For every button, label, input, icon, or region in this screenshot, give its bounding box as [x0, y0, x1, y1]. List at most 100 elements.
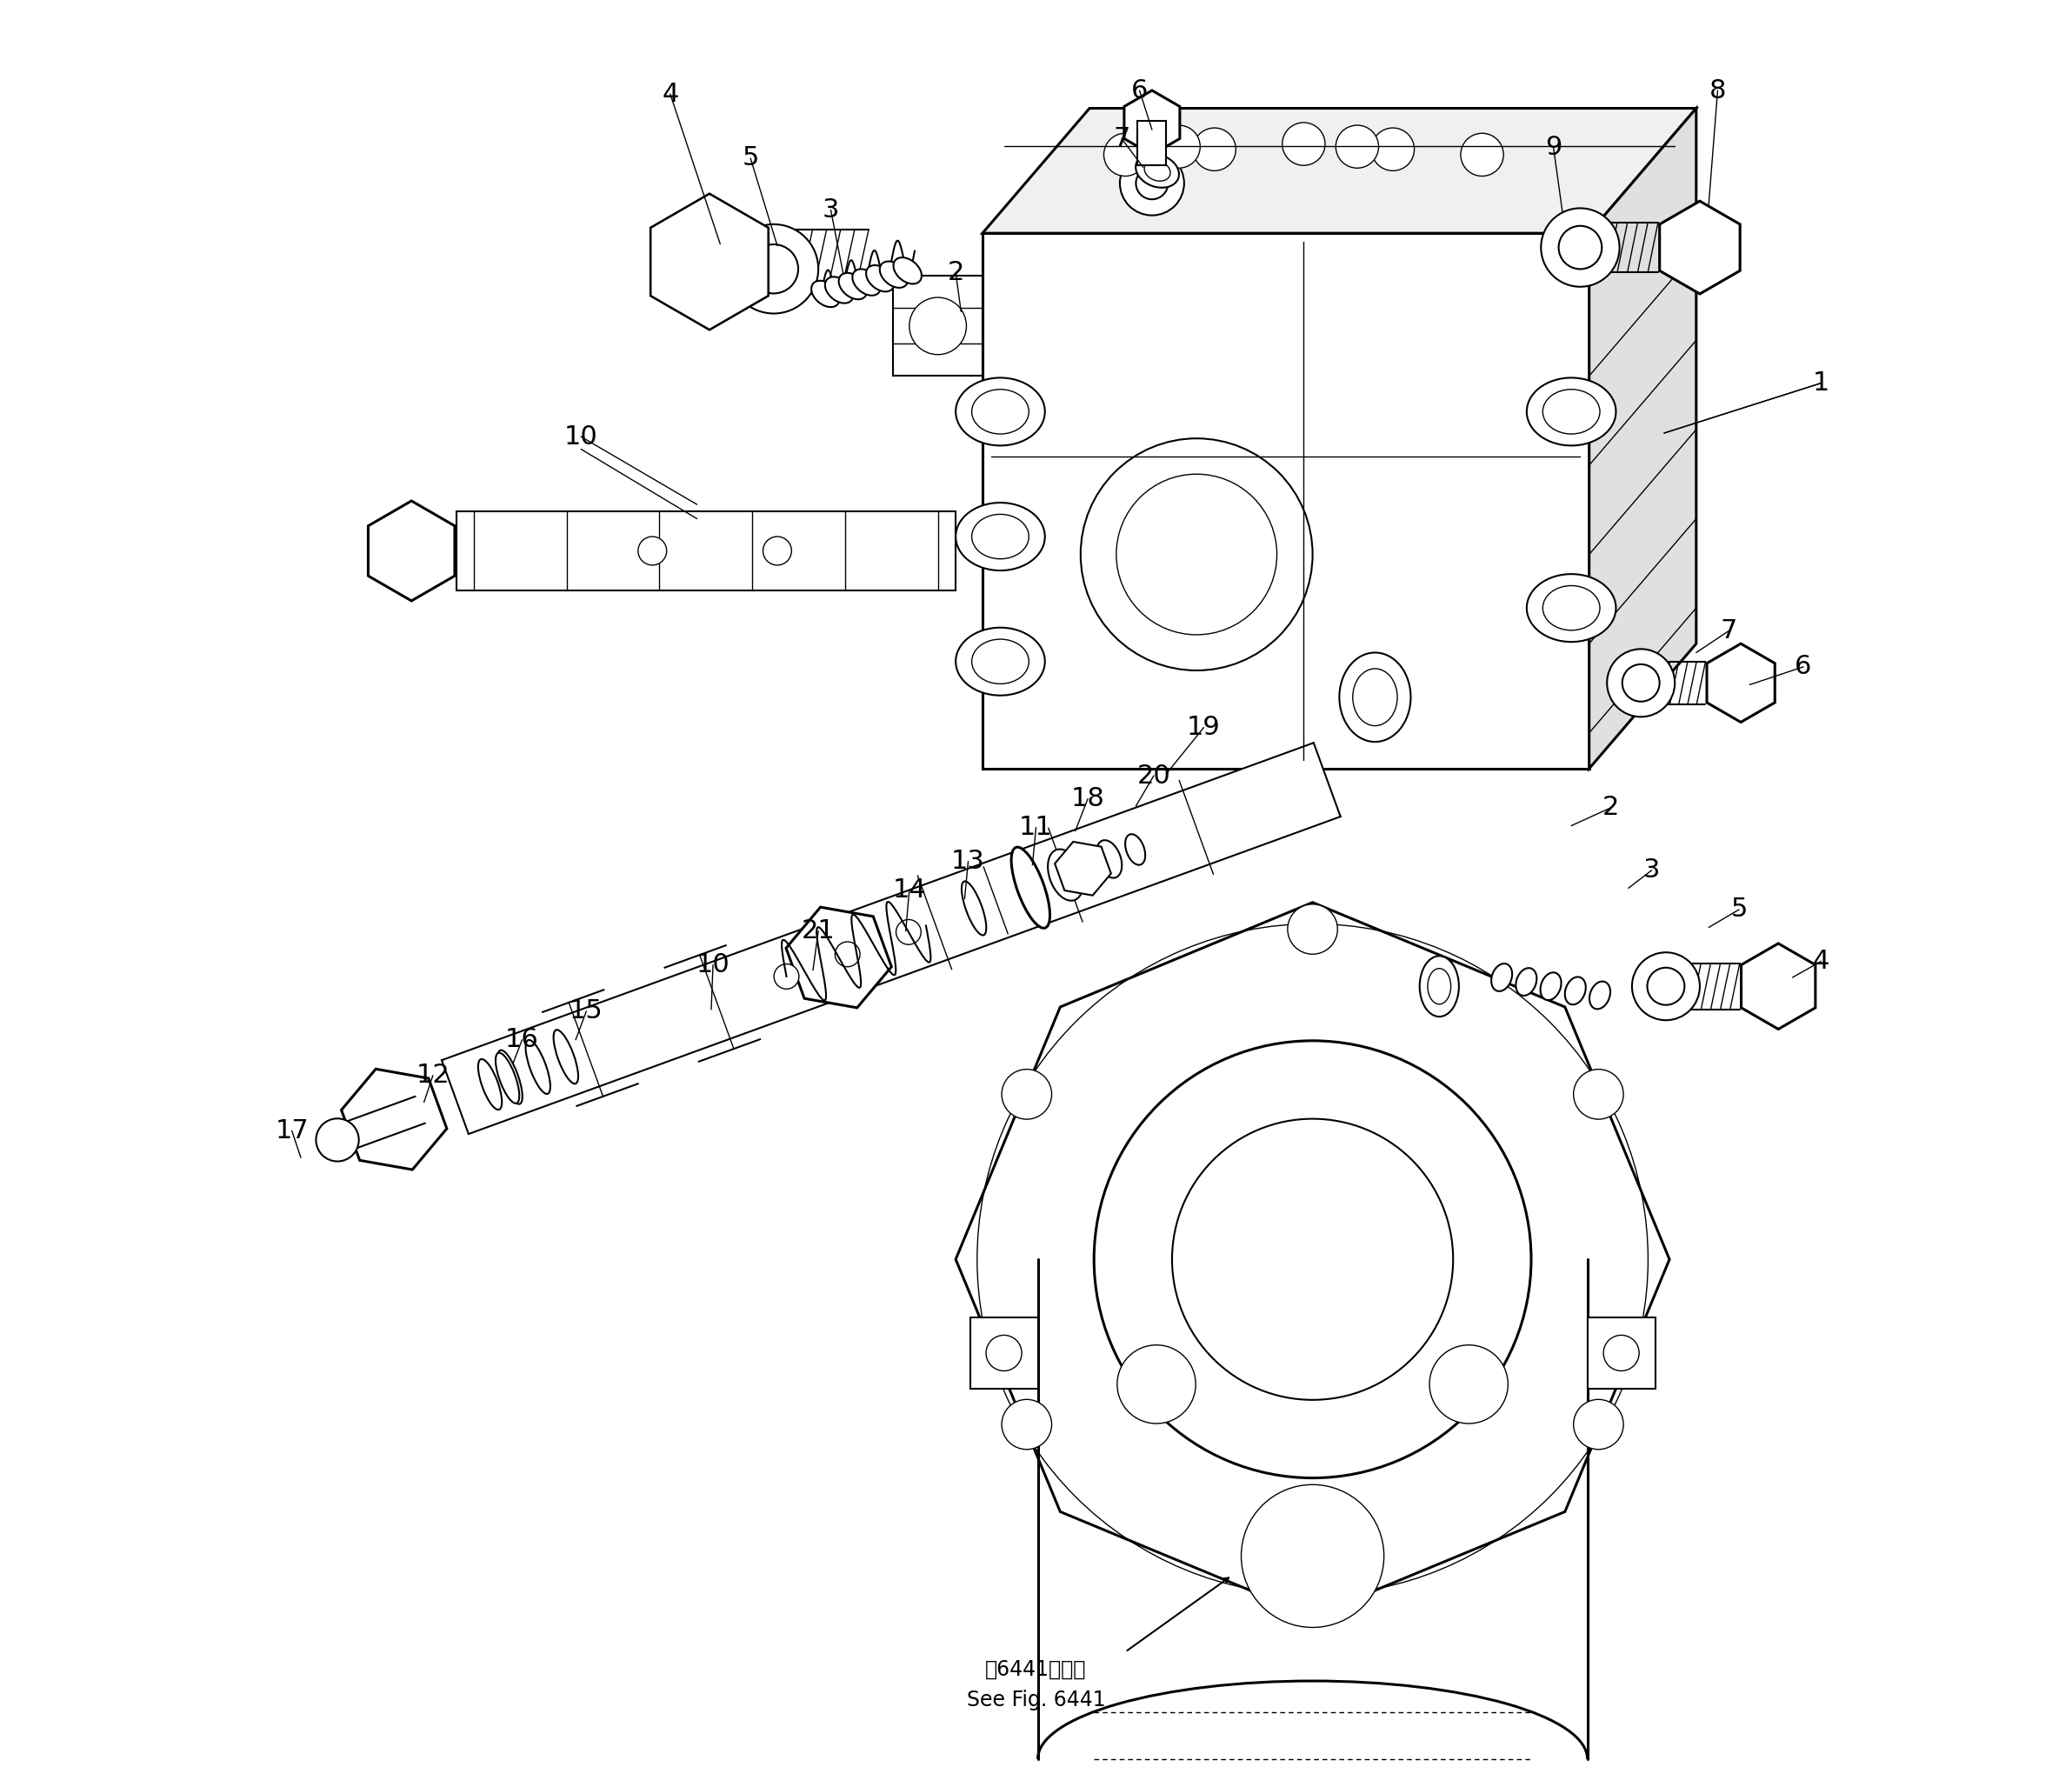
- Ellipse shape: [1544, 390, 1600, 434]
- Circle shape: [1241, 1485, 1384, 1628]
- Circle shape: [638, 536, 667, 565]
- Text: 14: 14: [893, 877, 926, 902]
- Circle shape: [1287, 1564, 1339, 1614]
- Text: 7: 7: [1720, 618, 1736, 643]
- Ellipse shape: [1011, 847, 1051, 927]
- Polygon shape: [441, 743, 1341, 1135]
- Bar: [970, 1317, 1038, 1388]
- Circle shape: [1622, 665, 1660, 702]
- Ellipse shape: [972, 640, 1030, 684]
- Circle shape: [1135, 168, 1169, 200]
- Text: 19: 19: [1187, 715, 1220, 740]
- Text: 2: 2: [947, 259, 963, 286]
- Circle shape: [1542, 209, 1620, 286]
- Ellipse shape: [1048, 849, 1084, 901]
- Ellipse shape: [526, 1040, 551, 1094]
- Circle shape: [1082, 438, 1312, 670]
- Circle shape: [1647, 967, 1685, 1004]
- Ellipse shape: [972, 390, 1030, 434]
- Text: 21: 21: [802, 919, 835, 944]
- Bar: [893, 275, 982, 375]
- Ellipse shape: [1135, 154, 1179, 188]
- Bar: [1587, 1317, 1656, 1388]
- Circle shape: [1001, 1399, 1053, 1449]
- Text: 13: 13: [951, 849, 984, 874]
- Polygon shape: [785, 908, 891, 1008]
- Circle shape: [750, 245, 798, 293]
- Ellipse shape: [812, 281, 839, 307]
- Polygon shape: [1740, 944, 1815, 1029]
- Text: 6: 6: [1131, 79, 1148, 104]
- Text: See Fig. 6441: See Fig. 6441: [968, 1691, 1104, 1710]
- Ellipse shape: [1544, 586, 1600, 631]
- Ellipse shape: [553, 1029, 578, 1083]
- Ellipse shape: [881, 261, 908, 288]
- Text: 15: 15: [570, 999, 603, 1024]
- Text: 4: 4: [1813, 949, 1830, 974]
- Ellipse shape: [1353, 668, 1397, 726]
- Ellipse shape: [866, 264, 895, 291]
- Ellipse shape: [852, 270, 881, 295]
- Ellipse shape: [497, 1051, 522, 1104]
- Circle shape: [1461, 134, 1504, 177]
- Polygon shape: [1660, 202, 1740, 293]
- Text: 16: 16: [506, 1028, 539, 1053]
- Ellipse shape: [972, 515, 1030, 559]
- Polygon shape: [1707, 643, 1776, 722]
- Ellipse shape: [1564, 977, 1585, 1004]
- Circle shape: [1633, 952, 1699, 1020]
- Ellipse shape: [1589, 981, 1610, 1010]
- Polygon shape: [1589, 109, 1697, 768]
- Text: 11: 11: [1019, 815, 1053, 840]
- Ellipse shape: [961, 881, 986, 935]
- Ellipse shape: [893, 257, 922, 284]
- Circle shape: [1001, 1069, 1053, 1119]
- Polygon shape: [982, 234, 1589, 768]
- Circle shape: [1283, 123, 1326, 166]
- Text: 12: 12: [416, 1063, 450, 1088]
- Circle shape: [895, 920, 922, 945]
- Text: 10: 10: [696, 952, 729, 977]
- Polygon shape: [982, 109, 1697, 234]
- Circle shape: [729, 225, 818, 313]
- Text: 2: 2: [1602, 795, 1618, 820]
- Ellipse shape: [1428, 969, 1450, 1004]
- Circle shape: [1287, 904, 1339, 954]
- Text: 7: 7: [1113, 127, 1129, 152]
- Circle shape: [1119, 152, 1183, 216]
- Polygon shape: [342, 1069, 448, 1170]
- Ellipse shape: [495, 1053, 520, 1103]
- Polygon shape: [651, 195, 769, 329]
- Ellipse shape: [1125, 835, 1146, 865]
- Circle shape: [1573, 1399, 1624, 1449]
- Ellipse shape: [825, 277, 854, 304]
- Polygon shape: [1707, 643, 1776, 722]
- Ellipse shape: [1527, 574, 1616, 642]
- Text: 4: 4: [661, 82, 680, 107]
- Text: 10: 10: [564, 424, 599, 449]
- Circle shape: [1193, 129, 1235, 172]
- Ellipse shape: [1339, 652, 1411, 742]
- Circle shape: [1094, 1040, 1531, 1478]
- Text: 9: 9: [1546, 136, 1562, 161]
- Circle shape: [762, 536, 792, 565]
- Circle shape: [1117, 1346, 1196, 1424]
- Text: 1: 1: [1813, 370, 1830, 395]
- Polygon shape: [1125, 91, 1179, 155]
- Bar: [456, 511, 955, 590]
- Polygon shape: [1740, 944, 1815, 1029]
- Text: 3: 3: [1643, 858, 1660, 883]
- Ellipse shape: [955, 377, 1044, 445]
- Text: 5: 5: [742, 147, 758, 172]
- Circle shape: [1372, 129, 1415, 172]
- Circle shape: [835, 942, 860, 967]
- Polygon shape: [1055, 842, 1111, 895]
- Text: 17: 17: [276, 1119, 309, 1144]
- Circle shape: [1604, 1335, 1639, 1371]
- Ellipse shape: [1419, 956, 1459, 1017]
- Ellipse shape: [1492, 963, 1513, 992]
- Ellipse shape: [1527, 377, 1616, 445]
- Ellipse shape: [1096, 840, 1121, 877]
- Ellipse shape: [1517, 969, 1537, 995]
- Polygon shape: [1660, 202, 1740, 293]
